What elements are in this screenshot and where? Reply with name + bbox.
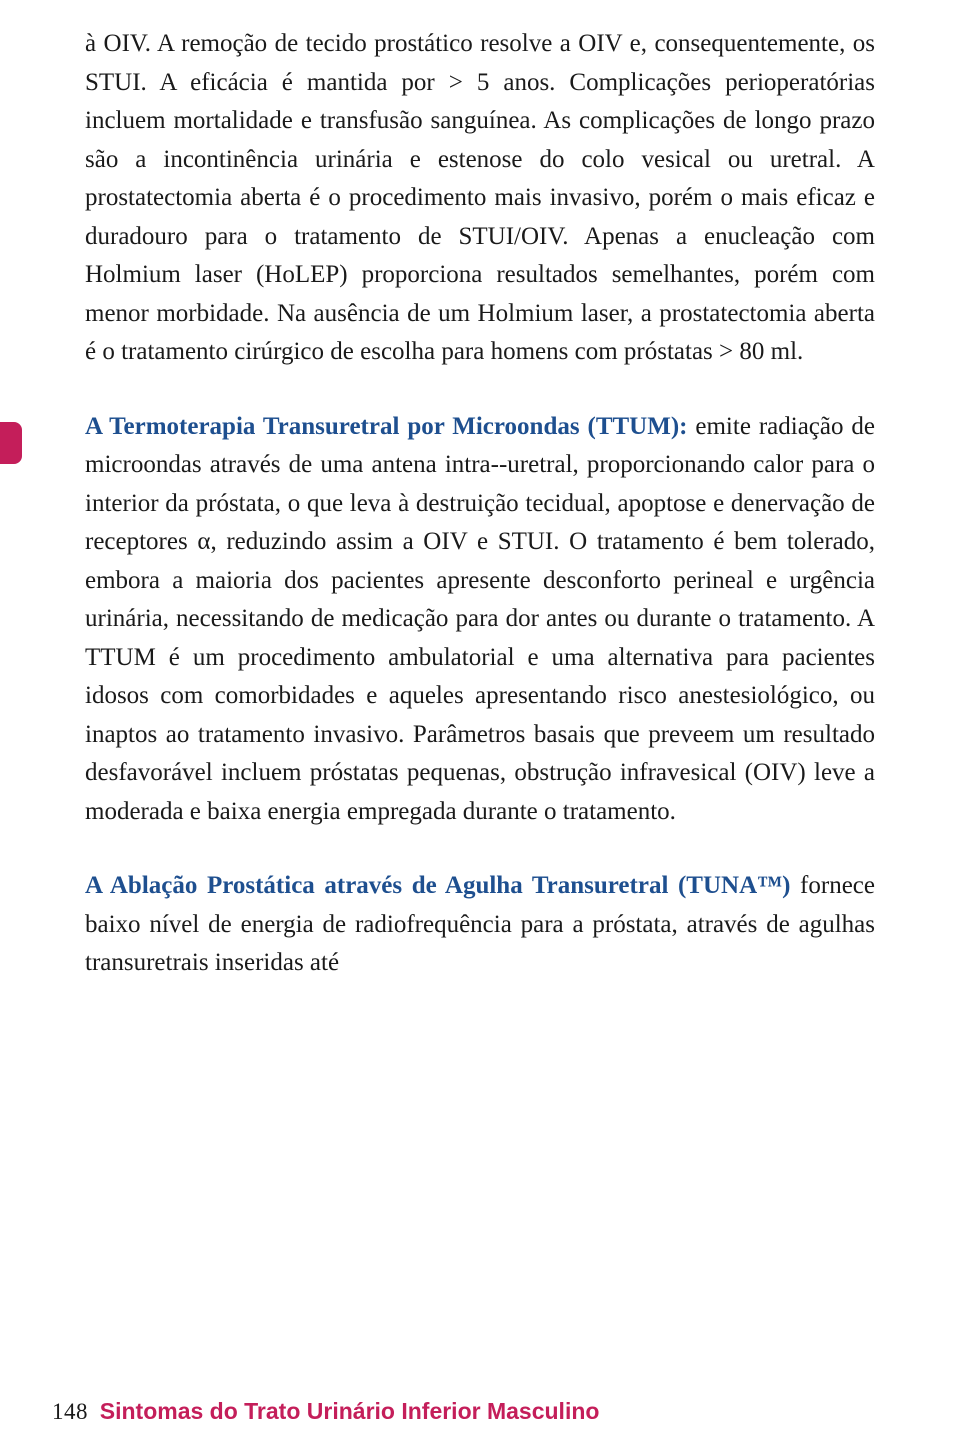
paragraph-1: à OIV. A remoção de tecido prostático re… xyxy=(85,25,875,372)
paragraph-3-heading: A Ablação Prostática através de Agulha T… xyxy=(85,872,790,899)
page-number: 148 xyxy=(52,1399,88,1424)
page-content: à OIV. A remoção de tecido prostático re… xyxy=(0,0,960,983)
paragraph-1-text: à OIV. A remoção de tecido prostático re… xyxy=(85,30,875,365)
footer-title: Sintomas do Trato Urinário Inferior Masc… xyxy=(100,1398,600,1424)
paragraph-2-heading: A Termoterapia Transuretral por Microond… xyxy=(85,413,687,440)
page-footer: 148 Sintomas do Trato Urinário Inferior … xyxy=(52,1398,599,1425)
paragraph-2-body: emite radiação de microondas através de … xyxy=(85,413,875,825)
paragraph-3: A Ablação Prostática através de Agulha T… xyxy=(85,867,875,983)
paragraph-2: A Termoterapia Transuretral por Microond… xyxy=(85,408,875,832)
